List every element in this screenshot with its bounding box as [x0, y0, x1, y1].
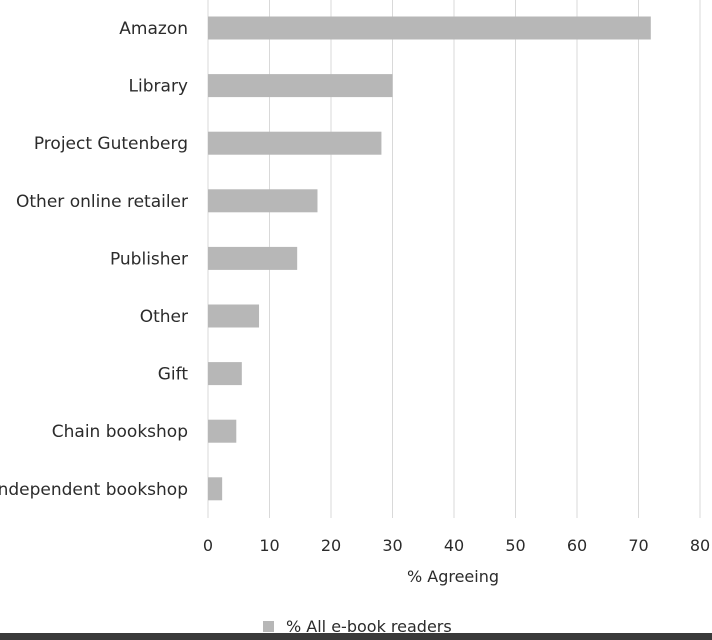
x-tick-label: 0 [203, 536, 213, 555]
x-tick-label: 50 [505, 536, 525, 555]
x-tick-label: 60 [567, 536, 587, 555]
category-label: Other [140, 307, 188, 327]
bar-publisher [208, 246, 298, 270]
legend-label: % All e-book readers [286, 617, 452, 636]
bar-chain-bookshop [208, 419, 237, 443]
bottom-edge-strip [0, 633, 712, 640]
category-label: Amazon [119, 19, 188, 39]
x-tick-labels: 0 10 20 30 40 50 60 70 80 [203, 536, 710, 555]
category-label: Chain bookshop [52, 422, 188, 442]
category-label: Project Gutenberg [34, 134, 188, 154]
bar-library [208, 74, 393, 98]
category-label: Publisher [110, 249, 188, 269]
legend: % All e-book readers [263, 617, 452, 636]
legend-swatch [263, 621, 274, 632]
x-tick-label: 10 [259, 536, 279, 555]
bar-other [208, 304, 260, 328]
x-tick-label: 40 [444, 536, 464, 555]
category-label: Gift [158, 365, 189, 385]
x-tick-label: 80 [690, 536, 710, 555]
x-tick-label: 20 [321, 536, 341, 555]
category-label: Library [129, 77, 188, 97]
bar-project-gutenberg [208, 131, 382, 155]
x-axis-title: % Agreeing [407, 567, 499, 586]
bar-independent-bookshop [208, 477, 223, 501]
category-label: Independent bookshop [0, 480, 188, 500]
x-tick-label: 70 [628, 536, 648, 555]
bar-other-online-retailer [208, 189, 318, 213]
bar-gift [208, 362, 242, 386]
x-tick-label: 30 [382, 536, 402, 555]
bar-amazon [208, 16, 651, 40]
category-label: Other online retailer [16, 192, 188, 212]
bars [208, 16, 651, 501]
category-labels: Amazon Library Project Gutenberg Other onli… [0, 19, 188, 500]
